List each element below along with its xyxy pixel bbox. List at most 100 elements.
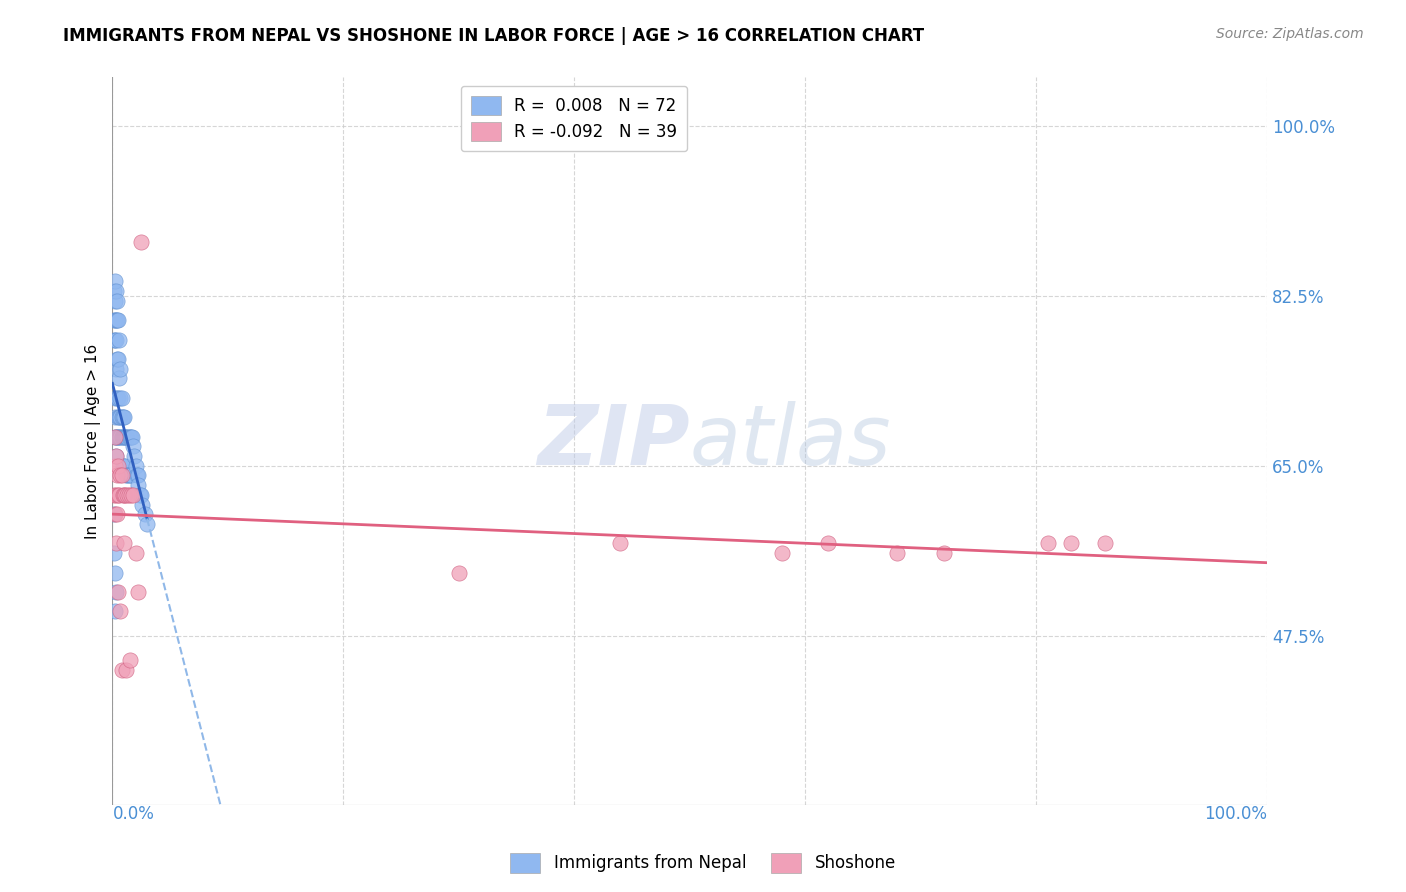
Point: [111, 429, 134, 443]
Point: [104, 429, 127, 443]
Legend: Immigrants from Nepal, Shoshone: Immigrants from Nepal, Shoshone: [503, 847, 903, 880]
Point: [105, 468, 128, 483]
Point: [110, 429, 132, 443]
Point: [110, 361, 132, 376]
Point: [118, 429, 141, 443]
Point: [111, 488, 134, 502]
Point: [110, 410, 132, 425]
Point: [129, 488, 152, 502]
Point: [136, 516, 159, 531]
Point: [104, 284, 127, 298]
Point: [107, 458, 129, 473]
Point: [103, 333, 125, 347]
Point: [112, 488, 135, 502]
Text: Source: ZipAtlas.com: Source: ZipAtlas.com: [1216, 27, 1364, 41]
Point: [104, 429, 127, 443]
Point: [122, 439, 145, 453]
Point: [104, 566, 127, 580]
Legend: R =  0.008   N = 72, R = -0.092   N = 39: R = 0.008 N = 72, R = -0.092 N = 39: [461, 86, 688, 151]
Point: [117, 468, 139, 483]
Point: [111, 663, 134, 677]
Text: 100.0%: 100.0%: [1204, 805, 1267, 823]
Point: [108, 371, 131, 385]
Point: [120, 488, 142, 502]
Text: ZIP: ZIP: [537, 401, 690, 482]
Point: [1059, 536, 1081, 550]
Point: [108, 488, 131, 502]
Point: [112, 410, 135, 425]
Point: [118, 653, 141, 667]
Point: [115, 429, 138, 443]
Point: [112, 458, 135, 473]
Text: 0.0%: 0.0%: [112, 805, 155, 823]
Point: [131, 498, 153, 512]
Point: [112, 536, 135, 550]
Point: [104, 449, 127, 463]
Point: [105, 508, 128, 522]
Point: [111, 468, 134, 483]
Point: [886, 546, 908, 560]
Point: [104, 313, 127, 327]
Point: [104, 508, 127, 522]
Point: [103, 284, 125, 298]
Point: [107, 410, 129, 425]
Point: [108, 333, 131, 347]
Point: [129, 235, 152, 250]
Point: [114, 458, 136, 473]
Point: [111, 429, 134, 443]
Text: IMMIGRANTS FROM NEPAL VS SHOSHONE IN LABOR FORCE | AGE > 16 CORRELATION CHART: IMMIGRANTS FROM NEPAL VS SHOSHONE IN LAB…: [63, 27, 924, 45]
Point: [117, 429, 139, 443]
Point: [103, 488, 125, 502]
Point: [103, 546, 125, 560]
Point: [110, 468, 132, 483]
Point: [108, 429, 131, 443]
Point: [134, 508, 156, 522]
Point: [118, 468, 141, 483]
Point: [104, 429, 127, 443]
Point: [1036, 536, 1059, 550]
Point: [105, 351, 128, 366]
Point: [111, 410, 134, 425]
Point: [107, 313, 129, 327]
Point: [124, 458, 146, 473]
Point: [104, 333, 127, 347]
Point: [104, 333, 127, 347]
Point: [103, 508, 125, 522]
Point: [117, 468, 139, 483]
Point: [107, 585, 129, 599]
Point: [114, 488, 136, 502]
Point: [447, 566, 470, 580]
Point: [107, 391, 129, 405]
Point: [103, 313, 125, 327]
Point: [121, 429, 143, 443]
Point: [110, 604, 132, 618]
Point: [112, 429, 135, 443]
Point: [108, 410, 131, 425]
Point: [117, 429, 139, 443]
Point: [105, 429, 128, 443]
Point: [115, 663, 138, 677]
Point: [104, 293, 127, 308]
Point: [105, 391, 128, 405]
Point: [117, 488, 139, 502]
Point: [770, 546, 793, 560]
Point: [104, 410, 127, 425]
Point: [107, 351, 129, 366]
Point: [127, 478, 149, 492]
Y-axis label: In Labor Force | Age > 16: In Labor Force | Age > 16: [86, 343, 101, 539]
Point: [104, 361, 127, 376]
Point: [104, 313, 127, 327]
Point: [124, 546, 146, 560]
Point: [107, 429, 129, 443]
Point: [104, 604, 127, 618]
Point: [125, 468, 148, 483]
Point: [111, 458, 134, 473]
Point: [105, 313, 128, 327]
Point: [104, 449, 127, 463]
Point: [115, 468, 138, 483]
Point: [104, 585, 127, 599]
Text: atlas: atlas: [690, 401, 891, 482]
Point: [111, 391, 134, 405]
Point: [127, 468, 149, 483]
Point: [104, 488, 127, 502]
